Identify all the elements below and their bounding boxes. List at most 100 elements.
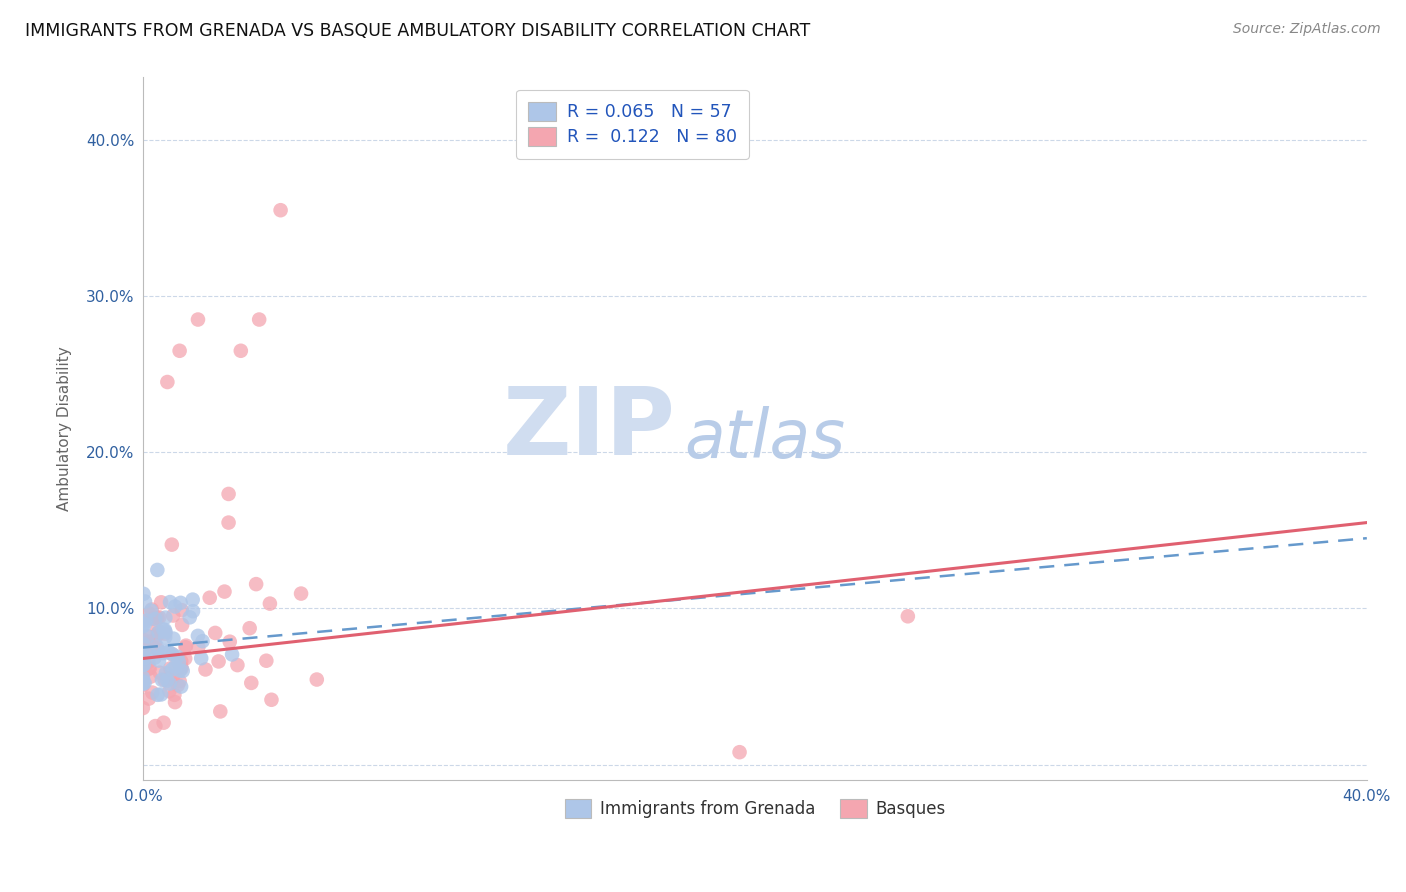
Point [132,677,155,691]
Point [209,705,232,719]
Point [167,678,190,692]
Text: atlas: atlas [683,407,845,473]
Point [157,671,180,685]
Point [162,672,184,686]
Point [132,701,155,715]
Point [169,664,191,678]
Point [146,623,169,637]
Y-axis label: Ambulatory Disability: Ambulatory Disability [58,346,72,511]
Point [146,611,169,625]
Point [194,663,217,677]
Point [174,640,197,655]
Point [150,595,173,609]
Point [138,634,160,648]
Point [136,629,159,643]
Point [169,343,191,358]
Point [141,685,163,699]
Point [305,673,328,687]
Point [169,674,191,689]
Point [207,655,229,669]
Point [143,612,166,626]
Point [146,628,169,642]
Point [159,595,181,609]
Point [146,563,169,577]
Legend: Immigrants from Grenada, Basques: Immigrants from Grenada, Basques [558,793,952,825]
Point [148,654,170,668]
Point [165,659,187,673]
Point [218,487,240,501]
Point [157,684,180,698]
Point [152,646,174,660]
Point [134,651,156,665]
Point [132,646,155,660]
Point [290,586,312,600]
Point [221,648,243,662]
Point [139,661,162,675]
Point [138,662,160,676]
Point [174,651,197,665]
Point [141,604,163,618]
Point [150,673,173,687]
Point [187,629,209,643]
Point [160,538,183,552]
Point [155,644,177,658]
Point [159,676,181,690]
Point [245,577,267,591]
Point [170,661,193,675]
Point [152,623,174,637]
Point [254,654,277,668]
Point [148,626,170,640]
Point [728,745,751,759]
Point [153,673,176,687]
Point [132,674,155,689]
Point [179,610,201,624]
Point [152,715,174,730]
Point [132,619,155,633]
Point [132,616,155,631]
Point [167,655,190,669]
Point [270,203,292,218]
Point [156,375,179,389]
Point [153,630,176,644]
Point [155,666,177,681]
Point [163,695,186,709]
Text: ZIP: ZIP [502,383,675,475]
Point [134,676,156,690]
Point [132,657,155,672]
Point [187,640,209,655]
Point [138,607,160,621]
Point [145,639,167,653]
Point [138,655,160,669]
Point [148,625,170,640]
Point [259,597,281,611]
Point [897,609,920,624]
Point [142,612,165,626]
Point [135,614,157,628]
Point [145,719,167,733]
Point [134,617,156,632]
Point [170,603,193,617]
Point [239,621,262,635]
Point [181,592,204,607]
Point [153,623,176,637]
Text: Source: ZipAtlas.com: Source: ZipAtlas.com [1233,22,1381,37]
Point [155,625,177,640]
Point [132,667,155,681]
Point [132,648,155,663]
Point [162,608,184,623]
Point [143,637,166,651]
Point [132,614,155,628]
Point [166,649,188,664]
Point [229,343,252,358]
Point [157,645,180,659]
Point [149,665,172,680]
Point [146,688,169,702]
Point [159,661,181,675]
Point [132,656,155,670]
Point [214,584,236,599]
Point [169,596,191,610]
Point [138,691,160,706]
Point [187,312,209,326]
Point [132,664,155,678]
Point [132,657,155,672]
